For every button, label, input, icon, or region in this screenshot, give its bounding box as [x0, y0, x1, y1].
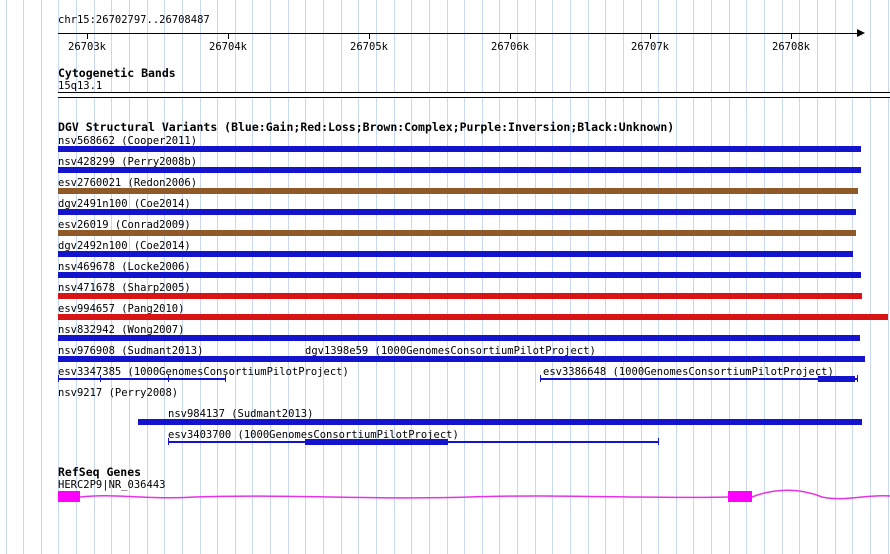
variant-label[interactable]: nsv984137 (Sudmant2013) [168, 408, 314, 420]
variant-label[interactable]: dgv2492n100 (Coe2014) [58, 240, 191, 252]
variant-thick-segment[interactable] [818, 376, 855, 382]
ruler-tick-label: 26704k [209, 41, 247, 53]
variant-label[interactable]: nsv976908 (Sudmant2013) [58, 345, 204, 357]
variant-bar[interactable] [58, 251, 853, 257]
ruler-tick [791, 34, 792, 39]
section-title-refseq: RefSeq Genes [58, 465, 142, 479]
grid-line [5, 0, 7, 554]
variant-bar[interactable] [58, 167, 861, 173]
ruler-tick [228, 34, 229, 39]
variant-bar[interactable] [58, 356, 865, 362]
ruler-tick-label: 26705k [350, 41, 388, 53]
variant-label[interactable]: nsv469678 (Locke2006) [58, 261, 191, 273]
section-title-cytogenetic-bands: Cytogenetic Bands [58, 66, 176, 80]
ruler-tick [369, 34, 370, 39]
ruler-tick [650, 34, 651, 39]
grid-line [887, 0, 889, 554]
variant-label[interactable]: esv3347385 (1000GenomesConsortiumPilotPr… [58, 366, 349, 378]
variant-label[interactable]: nsv471678 (Sharp2005) [58, 282, 191, 294]
variant-span-tick [100, 375, 101, 382]
variant-bar[interactable] [58, 188, 858, 194]
variant-label[interactable]: dgv1398e59 (1000GenomesConsortiumPilotPr… [305, 345, 596, 357]
gene-intron-line [79, 489, 890, 500]
ruler-tick [510, 34, 511, 39]
variant-label[interactable]: esv3386648 (1000GenomesConsortiumPilotPr… [543, 366, 834, 378]
ruler-line [58, 33, 858, 34]
gene-exon[interactable] [58, 491, 80, 502]
variant-span-cap [58, 375, 59, 382]
variant-label[interactable]: nsv832942 (Wong2007) [58, 324, 185, 336]
ruler-tick-label: 26706k [491, 41, 529, 53]
variant-label[interactable]: dgv2491n100 (Coe2014) [58, 198, 191, 210]
variant-label[interactable]: esv2760021 (Redon2006) [58, 177, 198, 189]
variant-thick-segment[interactable] [305, 439, 448, 445]
variant-bar[interactable] [58, 146, 861, 152]
variant-bar[interactable] [58, 272, 861, 278]
gene-label[interactable]: HERC2P9|NR_036443 [58, 479, 166, 491]
variant-label[interactable]: nsv9217 (Perry2008) [58, 387, 179, 399]
ruler-arrow-icon [857, 29, 865, 37]
variant-label[interactable]: esv994657 (Pang2010) [58, 303, 185, 315]
variant-span-cap [658, 438, 659, 445]
variant-span-line[interactable] [58, 378, 225, 380]
variant-label[interactable]: esv3403700 (1000GenomesConsortiumPilotPr… [168, 429, 459, 441]
variant-bar[interactable] [58, 335, 860, 341]
variant-label[interactable]: nsv428299 (Perry2008b) [58, 156, 198, 168]
variant-bar[interactable] [138, 419, 862, 425]
ruler-tick [87, 34, 88, 39]
variant-span-cap [857, 375, 858, 382]
variant-span-cap [540, 375, 541, 382]
region-coordinates: chr15:26702797..26708487 [58, 14, 210, 26]
variant-bar[interactable] [58, 314, 888, 320]
grid-line [40, 0, 42, 554]
section-title-dgv: DGV Structural Variants (Blue:Gain;Red:L… [58, 120, 675, 134]
variant-bar[interactable] [58, 230, 856, 236]
variant-span-cap [168, 438, 169, 445]
grid-line [869, 0, 871, 554]
grid-line [23, 0, 25, 554]
cytoband-bar[interactable] [58, 92, 890, 98]
variant-bar[interactable] [58, 293, 862, 299]
gene-exon[interactable] [728, 491, 752, 502]
variant-label[interactable]: nsv568662 (Cooper2011) [58, 135, 198, 147]
ruler-tick-label: 26703k [68, 41, 106, 53]
variant-span-line[interactable] [540, 378, 857, 380]
variant-bar[interactable] [58, 209, 856, 215]
variant-span-cap [225, 375, 226, 382]
ruler-tick-label: 26708k [772, 41, 810, 53]
variant-span-tick [168, 375, 169, 382]
cytoband-label[interactable]: 15q13.1 [58, 80, 103, 92]
variant-label[interactable]: esv26019 (Conrad2009) [58, 219, 191, 231]
ruler-tick-label: 26707k [631, 41, 669, 53]
